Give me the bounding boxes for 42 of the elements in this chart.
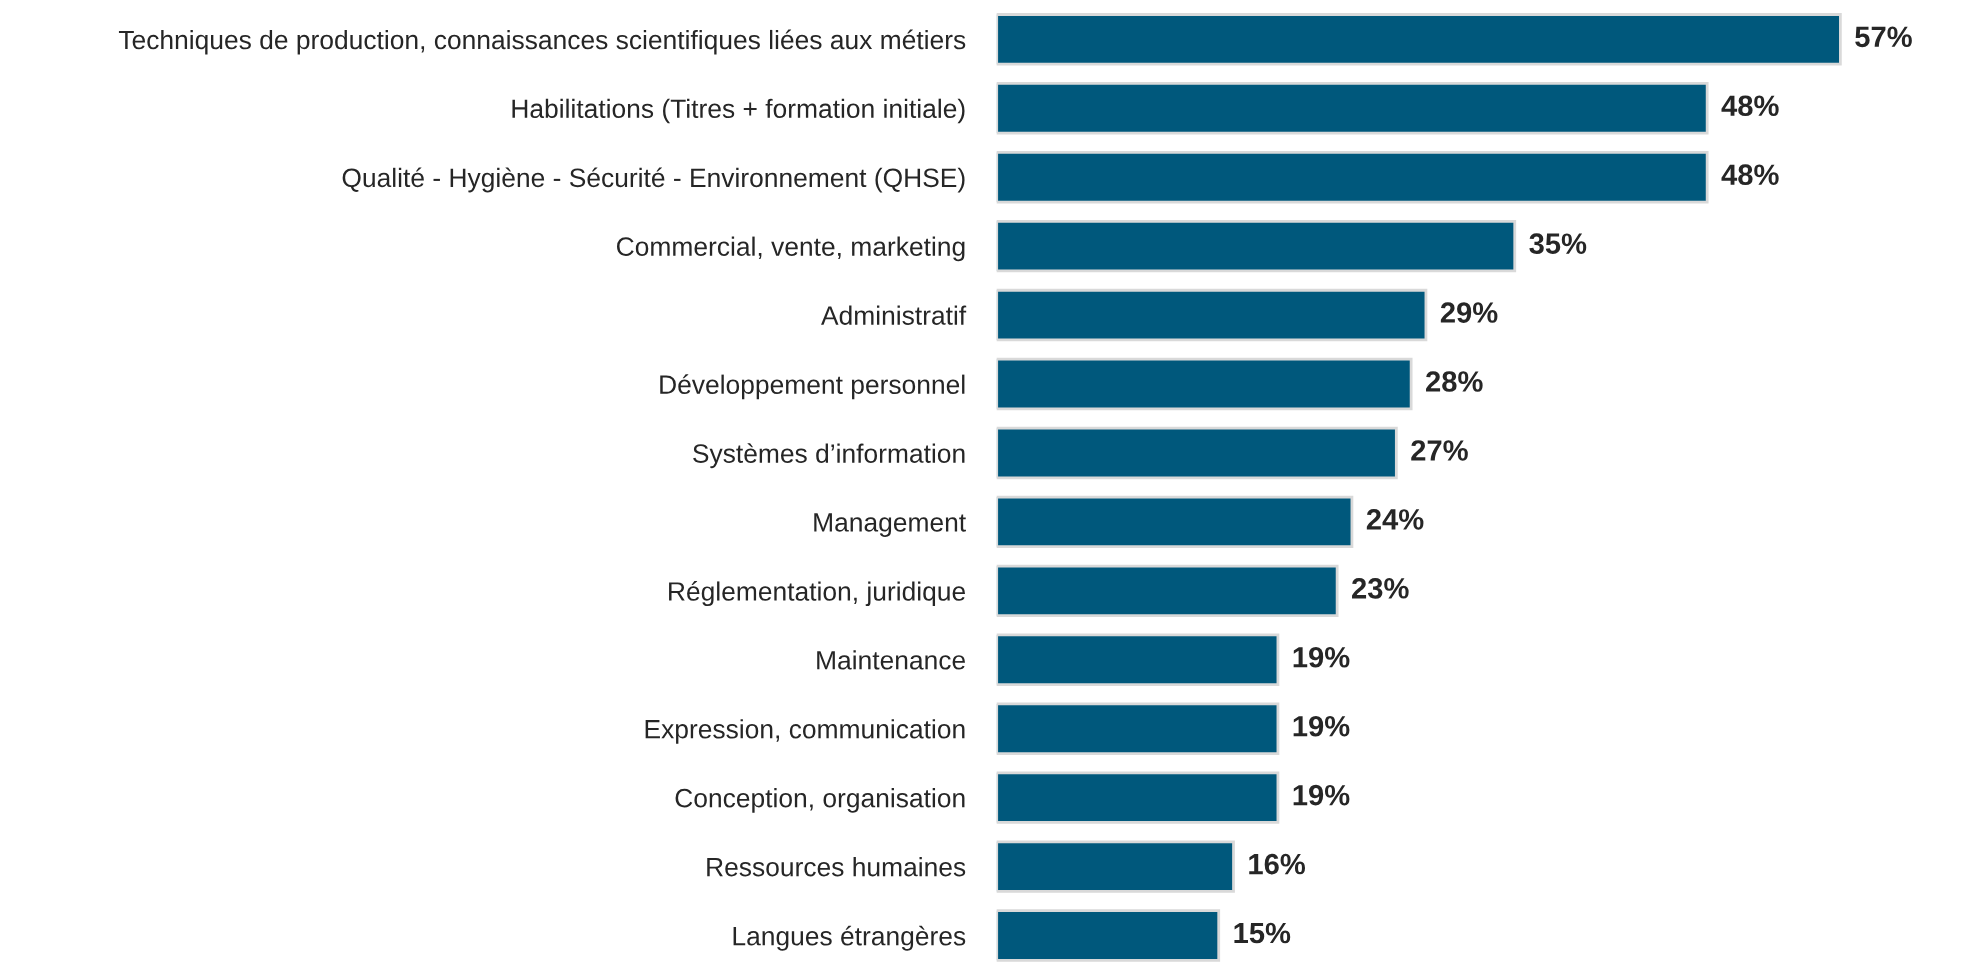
bar	[996, 357, 1413, 411]
y-tick-label: Administratif	[821, 305, 967, 325]
data-label: 29%	[1440, 302, 1498, 323]
data-label: 19%	[1293, 784, 1350, 806]
y-tick-label: Qualité - Hygiène - Sécurité - Environnement (QHSE)	[342, 167, 965, 193]
bar	[996, 150, 1709, 204]
data-label: 35%	[1529, 233, 1587, 255]
bar	[996, 426, 1398, 480]
data-label: 48%	[1721, 95, 1779, 117]
data-label: 57%	[1855, 26, 1912, 48]
y-tick-label: Management	[814, 513, 966, 537]
y-tick-label: Systèmes d’information	[693, 443, 965, 469]
bar	[996, 219, 1517, 273]
data-label: 15%	[1234, 922, 1291, 944]
bar	[996, 702, 1280, 755]
y-tick-label: Commercial, vente, marketing	[617, 236, 965, 262]
data-label: 19%	[1293, 715, 1350, 737]
bar	[996, 564, 1339, 618]
y-tick-label: Techniques de production, connaissances scientifiques liées aux métiers	[118, 29, 966, 55]
bar	[996, 82, 1709, 135]
y-tick-label: Expression, communication	[645, 719, 965, 744]
y-tick-label: Maintenance	[817, 650, 965, 670]
bar	[996, 840, 1235, 893]
bar	[996, 633, 1280, 686]
y-tick-label: Langues étrangères	[733, 925, 966, 951]
data-label: 24%	[1366, 509, 1424, 530]
y-tick-label: Développement personnel	[660, 374, 965, 400]
y-tick-label: Ressources humaines	[707, 857, 966, 877]
y-tick-label: Habilitations (Titres + formation initiale)	[512, 98, 965, 124]
data-label: 19%	[1293, 646, 1350, 668]
bar	[996, 909, 1221, 962]
data-label: 23%	[1352, 578, 1409, 599]
y-tick-label: Réglementation, juridique	[669, 581, 965, 607]
bar	[996, 13, 1842, 66]
data-label: 16%	[1249, 853, 1306, 875]
bar	[996, 495, 1354, 549]
y-tick-label: Conception, organisation	[675, 788, 965, 813]
bar	[996, 771, 1280, 824]
bar	[996, 288, 1428, 342]
data-label: 28%	[1426, 371, 1483, 392]
data-label: 48%	[1721, 164, 1779, 186]
data-label: 27%	[1411, 440, 1468, 461]
